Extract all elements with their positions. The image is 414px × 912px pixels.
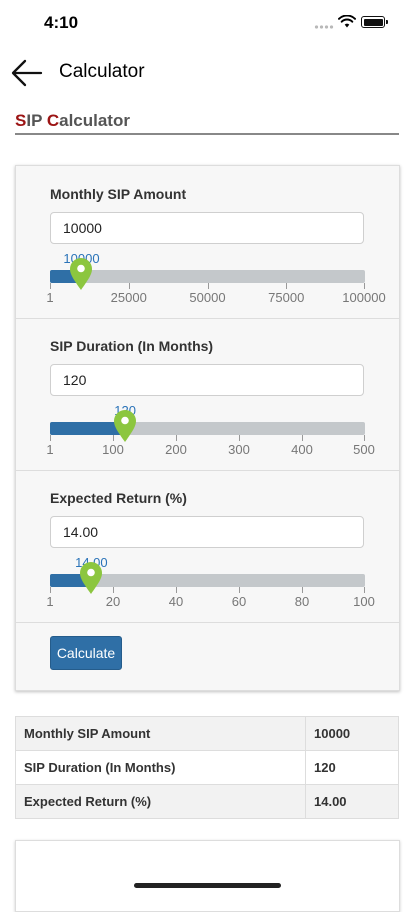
slider-tick (128, 283, 130, 289)
table-row: Monthly SIP Amount 10000 (15, 716, 399, 751)
slider-tick-label: 80 (294, 594, 310, 609)
slider-tick-label: 1 (46, 290, 54, 305)
monthly-amount-input[interactable] (50, 212, 364, 244)
map-pin-icon[interactable] (113, 409, 137, 443)
slider-tick-label: 500 (353, 442, 375, 457)
slider-tick-label: 100000 (342, 290, 386, 305)
results-table: Monthly SIP Amount 10000 SIP Duration (I… (15, 716, 399, 819)
slider-fill (50, 574, 92, 587)
slider-tick-label: 100 (102, 442, 124, 457)
monthly-amount-slider[interactable]: 125000500007500010000010000 (46, 251, 385, 305)
wifi-icon (338, 15, 356, 28)
monthly-amount-group: Monthly SIP Amount 1 25000 50000 75000 10000… (16, 166, 399, 319)
result-value: 10000 (305, 716, 399, 751)
slider-tick (364, 283, 365, 289)
results-card (15, 840, 400, 912)
slider-tick-label: 50000 (189, 290, 226, 305)
slider-tick (364, 587, 365, 593)
result-label: SIP Duration (In Months) (15, 750, 306, 785)
return-label: Expected Return (%) (50, 490, 187, 506)
duration-slider[interactable]: 1100200300400500120 (46, 403, 374, 457)
section-divider (15, 133, 399, 135)
result-label: Monthly SIP Amount (15, 716, 306, 751)
section-title: SIP Calculator (15, 111, 130, 130)
arrow-left-icon[interactable] (10, 56, 44, 90)
slider-tick (207, 283, 209, 289)
slider-tick (113, 587, 114, 593)
battery-icon (361, 16, 388, 28)
slider-tick (50, 283, 51, 289)
slider-track[interactable] (50, 270, 365, 283)
slider-track[interactable] (50, 422, 365, 435)
status-bar: 4:10 (0, 0, 414, 46)
result-value: 120 (305, 750, 399, 785)
slider-tick-label: 400 (291, 442, 313, 457)
map-pin-icon[interactable] (69, 257, 93, 291)
duration-label: SIP Duration (In Months) (50, 338, 214, 354)
slider-tick (302, 587, 303, 593)
monthly-amount-label: Monthly SIP Amount (50, 186, 187, 202)
slider-tick-label: 1 (46, 594, 54, 609)
slider-fill (50, 422, 126, 435)
slider-tick (50, 587, 51, 593)
slider-tick (364, 435, 365, 441)
slider-tick-label: 100 (353, 594, 375, 609)
slider-tick-label: 40 (168, 594, 184, 609)
slider-tick (176, 587, 177, 593)
slider-tick (176, 435, 177, 441)
result-value: 14.00 (305, 784, 399, 819)
slider-tick-label: 75000 (268, 290, 305, 305)
sip-form-card: Monthly SIP Amount 1 25000 50000 75000 10000… (15, 165, 400, 691)
slider-tick (113, 435, 114, 441)
slider-tick-label: 60 (231, 594, 247, 609)
slider-tick-label: 25000 (110, 290, 147, 305)
duration-group: SIP Duration (In Months) 1 100 200 300 400 50… (16, 318, 399, 471)
return-slider[interactable]: 12040608010014.00 (46, 555, 374, 609)
slider-tick (286, 283, 288, 289)
slider-tick (239, 587, 240, 593)
duration-input[interactable] (50, 364, 364, 396)
return-group: Expected Return (%) 12040608010014.00 (16, 470, 399, 623)
slider-tick (302, 435, 303, 441)
slider-tick-label: 300 (228, 442, 250, 457)
return-input[interactable] (50, 516, 364, 548)
calculate-button[interactable]: Calculate (50, 636, 122, 670)
signal-icon (314, 25, 334, 29)
result-label: Expected Return (%) (15, 784, 306, 819)
slider-tick-label: 20 (105, 594, 121, 609)
slider-tick-label: 1 (46, 442, 54, 457)
slider-track[interactable] (50, 574, 365, 587)
map-pin-icon[interactable] (79, 561, 103, 595)
slider-tick-label: 200 (165, 442, 187, 457)
page-title: Calculator (59, 61, 145, 82)
table-row: Expected Return (%) 14.00 (15, 784, 399, 819)
slider-tick (50, 435, 51, 441)
home-indicator (134, 883, 281, 888)
table-row: SIP Duration (In Months) 120 (15, 750, 399, 785)
nav-bar: Calculator (0, 50, 414, 94)
status-time: 4:10 (44, 13, 79, 32)
slider-tick (239, 435, 240, 441)
